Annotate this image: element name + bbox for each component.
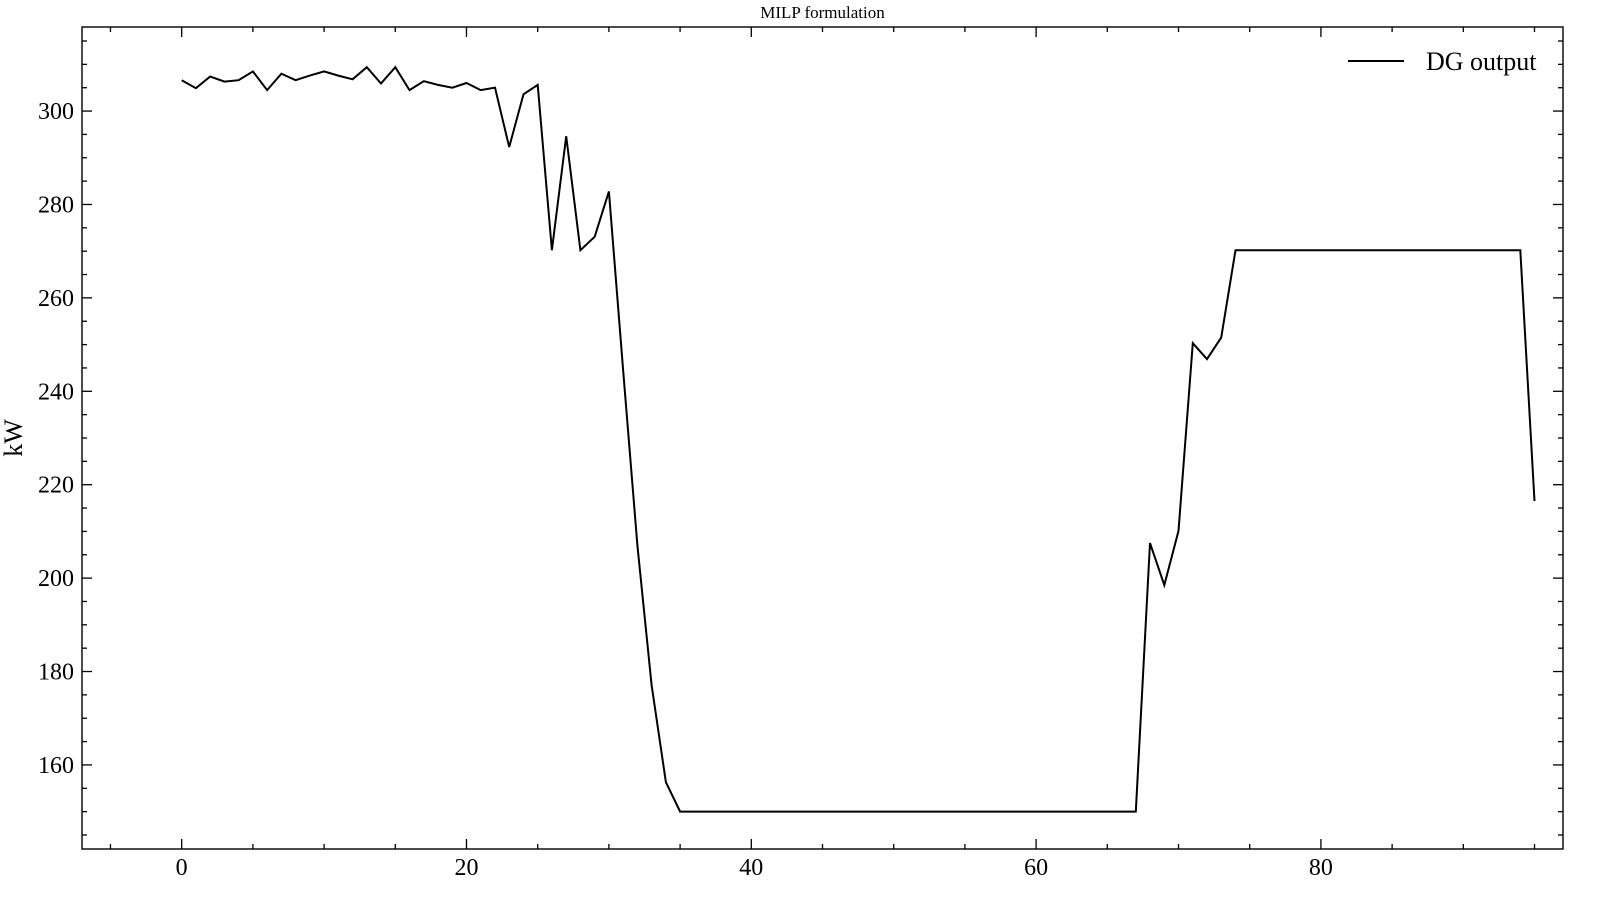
x-tick-label: 80 (1309, 855, 1333, 881)
axis-tick-labels: 0 20 40 60 80 160 180 200 220 240 260 280 300 (38, 99, 1333, 881)
x-tick-label: 60 (1024, 855, 1048, 881)
y-tick-label: 280 (38, 192, 74, 218)
y-tick-label: 240 (38, 379, 74, 405)
legend-label-dg-output: DG output (1426, 47, 1537, 76)
y-tick-label: 180 (38, 660, 74, 686)
legend: DG output (1348, 47, 1537, 76)
chart-title: MILP formulation (760, 3, 885, 22)
x-tick-label: 40 (739, 855, 763, 881)
y-tick-label: 300 (38, 99, 74, 125)
y-tick-label: 260 (38, 286, 74, 312)
x-tick-label: 0 (176, 855, 188, 881)
y-tick-label: 220 (38, 473, 74, 499)
y-tick-label: 200 (38, 566, 74, 592)
axis-ticks (82, 27, 1563, 849)
plot-area-frame (81, 26, 1564, 850)
x-tick-label: 20 (454, 855, 478, 881)
series-line-dg-output (181, 65, 1536, 813)
y-axis-label: kW (0, 419, 28, 457)
y-tick-label: 160 (38, 753, 74, 779)
